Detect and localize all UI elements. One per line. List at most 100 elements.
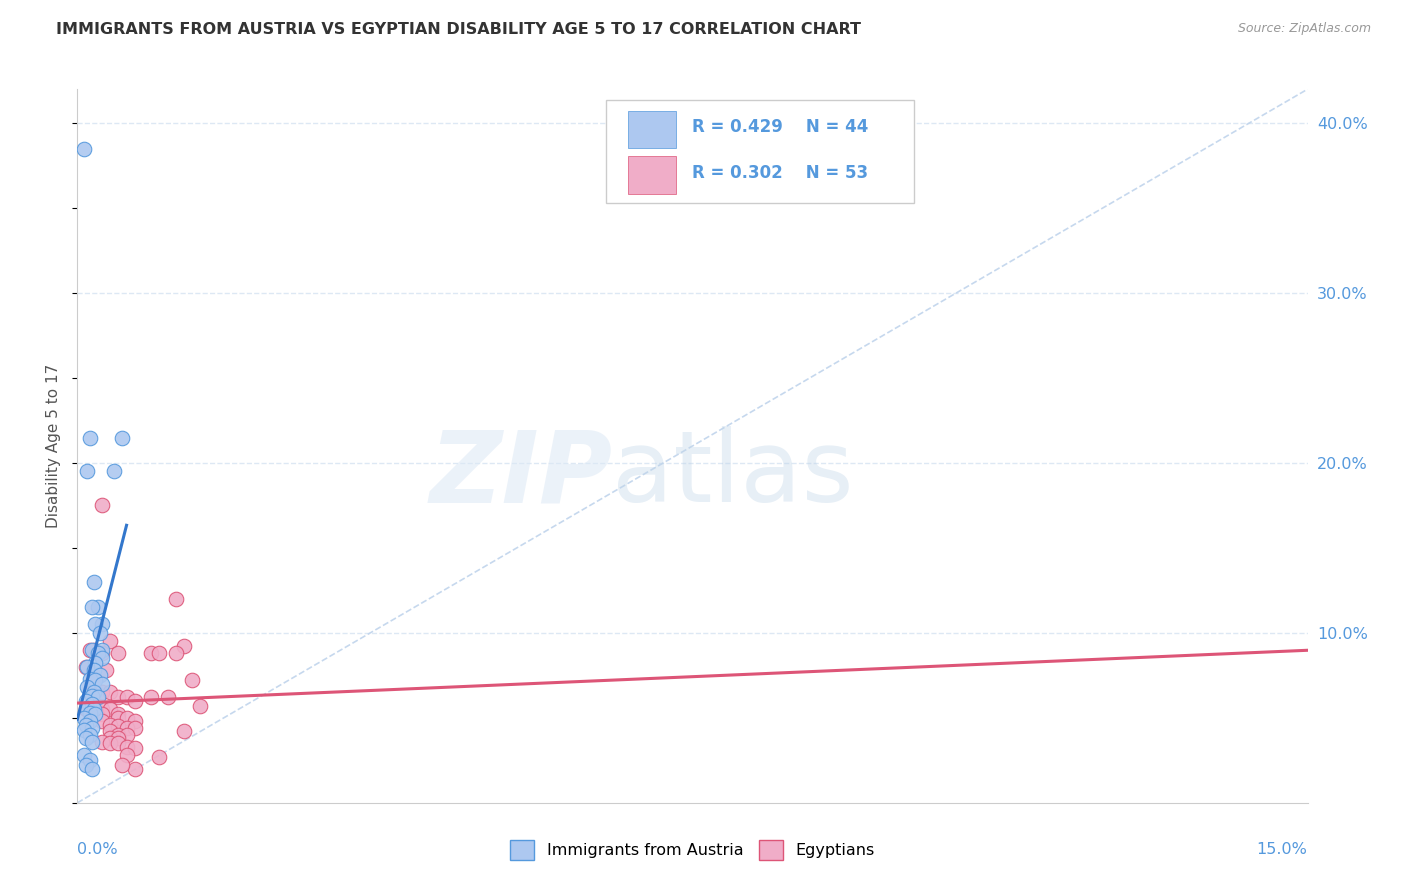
Text: 0.0%: 0.0% xyxy=(77,842,118,857)
Point xyxy=(82,721,104,735)
Point xyxy=(82,698,104,712)
Point xyxy=(107,646,129,660)
Point xyxy=(82,600,104,615)
Point xyxy=(107,711,129,725)
Point xyxy=(107,719,129,733)
Point xyxy=(107,736,129,750)
Point xyxy=(124,741,146,756)
Point xyxy=(83,685,105,699)
Point xyxy=(75,660,97,674)
Point xyxy=(165,646,187,660)
Point xyxy=(103,465,125,479)
Point xyxy=(79,714,101,729)
Point xyxy=(181,673,204,688)
Point xyxy=(98,634,121,648)
Point xyxy=(82,734,104,748)
Point xyxy=(75,731,97,746)
Text: atlas: atlas xyxy=(613,426,853,523)
Point xyxy=(79,672,101,686)
Point xyxy=(90,702,114,716)
Point xyxy=(90,734,114,748)
Point xyxy=(79,643,101,657)
Point xyxy=(83,707,105,722)
Point xyxy=(107,690,129,705)
Point xyxy=(98,724,121,739)
Point xyxy=(87,646,110,660)
Point xyxy=(84,673,107,688)
Point xyxy=(76,700,98,714)
Point xyxy=(165,591,187,606)
Point xyxy=(90,677,114,691)
Point xyxy=(79,753,101,767)
Point xyxy=(124,694,146,708)
Point xyxy=(148,750,170,764)
Point xyxy=(115,728,138,742)
Point xyxy=(115,748,138,763)
Point xyxy=(141,690,163,705)
Point xyxy=(148,646,170,660)
FancyBboxPatch shape xyxy=(606,100,914,203)
Point xyxy=(73,142,96,156)
Text: IMMIGRANTS FROM AUSTRIA VS EGYPTIAN DISABILITY AGE 5 TO 17 CORRELATION CHART: IMMIGRANTS FROM AUSTRIA VS EGYPTIAN DISA… xyxy=(56,22,862,37)
Point xyxy=(79,706,101,720)
Point xyxy=(89,668,111,682)
Point xyxy=(82,762,104,776)
Point xyxy=(75,717,97,731)
Point xyxy=(90,643,114,657)
Point xyxy=(90,499,114,513)
Point xyxy=(83,663,105,677)
Point xyxy=(87,668,110,682)
Point xyxy=(90,651,114,665)
Point xyxy=(111,758,134,772)
Point xyxy=(83,702,105,716)
Point xyxy=(124,721,146,735)
Point xyxy=(84,707,107,722)
Point xyxy=(83,574,105,589)
Point xyxy=(173,640,195,654)
Point xyxy=(84,617,107,632)
Point xyxy=(90,646,114,660)
Point xyxy=(73,723,96,737)
Point xyxy=(90,707,114,722)
Point xyxy=(111,430,134,444)
Point xyxy=(89,626,111,640)
Point xyxy=(94,663,117,677)
Point xyxy=(141,646,163,660)
Text: 15.0%: 15.0% xyxy=(1257,842,1308,857)
Point xyxy=(73,748,96,763)
Point xyxy=(188,698,212,713)
Text: R = 0.302    N = 53: R = 0.302 N = 53 xyxy=(693,164,869,182)
Point xyxy=(83,643,105,657)
Point xyxy=(107,707,129,722)
Point xyxy=(124,714,146,729)
Point xyxy=(79,430,101,444)
Point xyxy=(75,702,97,716)
Point xyxy=(107,728,129,742)
Point xyxy=(115,711,138,725)
Point xyxy=(79,728,101,742)
Point xyxy=(98,702,121,716)
Point xyxy=(76,465,98,479)
Point xyxy=(87,690,110,705)
Y-axis label: Disability Age 5 to 17: Disability Age 5 to 17 xyxy=(46,364,62,528)
Point xyxy=(76,660,98,674)
Point xyxy=(115,739,138,754)
Point xyxy=(76,680,98,694)
Point xyxy=(75,758,97,772)
Point xyxy=(173,724,195,739)
Point xyxy=(124,762,146,776)
Point xyxy=(107,731,129,746)
Point xyxy=(115,690,138,705)
Point xyxy=(156,690,179,705)
Point xyxy=(98,731,121,746)
Point xyxy=(90,714,114,729)
Text: R = 0.429    N = 44: R = 0.429 N = 44 xyxy=(693,118,869,136)
Text: Source: ZipAtlas.com: Source: ZipAtlas.com xyxy=(1237,22,1371,36)
Point xyxy=(90,685,114,699)
Point xyxy=(87,600,110,615)
Point xyxy=(83,680,105,694)
Point xyxy=(98,736,121,750)
Legend: Immigrants from Austria, Egyptians: Immigrants from Austria, Egyptians xyxy=(503,834,882,866)
Point xyxy=(82,643,104,657)
Point xyxy=(84,657,107,671)
